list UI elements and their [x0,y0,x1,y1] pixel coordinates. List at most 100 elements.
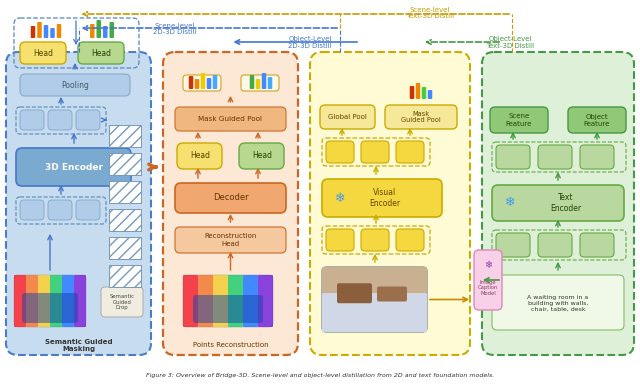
FancyBboxPatch shape [183,75,221,91]
FancyBboxPatch shape [241,75,279,91]
FancyBboxPatch shape [195,79,199,89]
Text: A waiting room in a
building with walls,
chair, table, desk: A waiting room in a building with walls,… [527,295,589,311]
FancyBboxPatch shape [322,293,427,332]
FancyBboxPatch shape [239,143,284,169]
Text: Global Pool: Global Pool [328,114,367,120]
Bar [109,181,141,203]
FancyBboxPatch shape [101,287,143,317]
FancyBboxPatch shape [201,73,205,89]
FancyBboxPatch shape [250,75,254,89]
Text: Object-Level
Text-3D Distill: Object-Level Text-3D Distill [486,36,534,50]
FancyBboxPatch shape [310,52,470,355]
Text: Visual
Encoder: Visual Encoder [369,188,401,208]
Text: Mask Guided Pool: Mask Guided Pool [198,116,262,122]
FancyBboxPatch shape [16,148,131,186]
FancyBboxPatch shape [212,75,217,89]
FancyBboxPatch shape [320,105,375,129]
Text: Object
Feature: Object Feature [584,114,610,126]
FancyBboxPatch shape [48,110,72,130]
FancyBboxPatch shape [175,183,286,213]
FancyBboxPatch shape [322,179,442,217]
Text: Head: Head [33,48,53,58]
Text: Head: Head [252,152,272,161]
Text: Head: Head [91,48,111,58]
FancyBboxPatch shape [538,233,572,257]
Text: ❄: ❄ [335,192,345,205]
Text: Object-Level
2D-3D Distill: Object-Level 2D-3D Distill [288,36,332,50]
Text: Scene-level
Text-3D Distill: Scene-level Text-3D Distill [406,7,454,20]
FancyBboxPatch shape [198,275,213,327]
FancyBboxPatch shape [20,74,130,96]
FancyBboxPatch shape [428,90,432,99]
FancyBboxPatch shape [97,20,101,38]
FancyBboxPatch shape [258,275,273,327]
FancyBboxPatch shape [74,275,86,327]
FancyBboxPatch shape [62,275,74,327]
FancyBboxPatch shape [361,229,389,251]
Text: Decoder: Decoder [212,194,248,202]
Text: Mask
Guided Pool: Mask Guided Pool [401,111,441,124]
Text: Points Reconstruction: Points Reconstruction [193,342,268,348]
FancyBboxPatch shape [213,275,228,327]
Text: Reconstruction
Head: Reconstruction Head [204,233,257,247]
FancyBboxPatch shape [14,275,86,327]
Text: ❄: ❄ [505,197,515,210]
FancyBboxPatch shape [538,145,572,169]
FancyBboxPatch shape [177,143,222,169]
FancyBboxPatch shape [385,105,457,129]
FancyBboxPatch shape [410,86,414,99]
Text: ❄: ❄ [484,260,492,270]
FancyBboxPatch shape [326,141,354,163]
Text: Semantic Guided
Masking: Semantic Guided Masking [45,339,112,351]
FancyBboxPatch shape [14,275,26,327]
FancyBboxPatch shape [262,73,266,89]
Text: Scene
Feature: Scene Feature [506,114,532,126]
FancyBboxPatch shape [474,250,502,310]
FancyBboxPatch shape [268,77,272,89]
FancyBboxPatch shape [490,107,548,133]
Bar [109,265,141,287]
FancyBboxPatch shape [256,79,260,89]
FancyBboxPatch shape [580,145,614,169]
FancyBboxPatch shape [228,275,243,327]
FancyBboxPatch shape [482,52,634,355]
FancyBboxPatch shape [44,25,48,38]
FancyBboxPatch shape [322,267,427,332]
FancyBboxPatch shape [422,87,426,99]
FancyBboxPatch shape [377,286,407,301]
FancyBboxPatch shape [243,275,258,327]
FancyBboxPatch shape [183,275,198,327]
Text: Head: Head [190,152,210,161]
Bar [109,209,141,231]
FancyBboxPatch shape [90,24,95,38]
FancyBboxPatch shape [78,42,124,64]
FancyBboxPatch shape [175,227,286,253]
FancyBboxPatch shape [580,233,614,257]
Text: 3D Encoder: 3D Encoder [45,162,103,172]
FancyBboxPatch shape [207,78,211,89]
FancyBboxPatch shape [496,145,530,169]
FancyBboxPatch shape [38,275,50,327]
FancyBboxPatch shape [337,283,372,303]
FancyBboxPatch shape [20,42,66,64]
FancyBboxPatch shape [492,185,624,221]
FancyBboxPatch shape [22,293,78,323]
FancyBboxPatch shape [396,141,424,163]
Text: Figure 3: Overview of Bridge-3D. Scene-level and object-level distillation from : Figure 3: Overview of Bridge-3D. Scene-l… [146,374,494,379]
Text: Pooling: Pooling [61,81,89,89]
FancyBboxPatch shape [568,107,626,133]
FancyBboxPatch shape [396,229,424,251]
FancyBboxPatch shape [193,295,263,323]
FancyBboxPatch shape [48,200,72,220]
FancyBboxPatch shape [163,52,298,355]
Text: Scene-level
2D-3D Distill: Scene-level 2D-3D Distill [153,23,197,35]
FancyBboxPatch shape [20,200,44,220]
FancyBboxPatch shape [31,26,35,38]
FancyBboxPatch shape [26,275,38,327]
FancyBboxPatch shape [183,275,273,327]
Text: Text
Encoder: Text Encoder [550,193,582,213]
FancyBboxPatch shape [57,24,61,38]
FancyBboxPatch shape [50,275,62,327]
FancyBboxPatch shape [416,83,420,99]
FancyBboxPatch shape [76,110,100,130]
